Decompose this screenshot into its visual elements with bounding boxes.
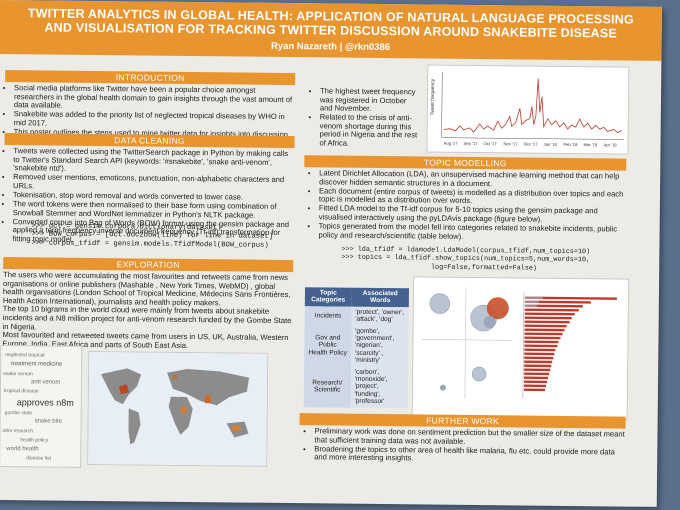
word-cloud-term: snake venom [3, 371, 33, 378]
table-cell: Research/ Scientific [303, 365, 351, 408]
table-cell: 'carbon', 'monoxide', 'project', 'fundin… [350, 366, 409, 408]
data-cleaning-code: >>> dct = gensim.corpora.Dictionary(data… [31, 222, 273, 250]
timeseries-tick: Sep '17 [463, 141, 478, 146]
table-header: Topic Categories [304, 287, 352, 307]
table-row: Gov and Public Health Policy 'gombe', 'g… [304, 324, 409, 367]
word-cloud-term: snake bite [34, 418, 62, 425]
word-cloud-term: approves n8m [16, 397, 74, 408]
ldavis-image [411, 276, 630, 421]
further-work-text: Preliminary work was done on sentiment p… [305, 426, 627, 466]
time-series-chart-image: Tweet frequency Aug '17 Sep '17 Oct '17 … [426, 64, 630, 155]
table-row: Research/ Scientific 'carbon', 'monoxide… [303, 365, 409, 408]
word-cloud-term: tropical disease [3, 388, 39, 395]
timeseries-tick: Nov '17 [503, 141, 518, 146]
poster: TWITTER ANALYTICS IN GLOBAL HEALTH: APPL… [0, 0, 662, 507]
timeseries-tick: Mar '18 [583, 142, 598, 147]
table-header: Associated Words [351, 287, 410, 308]
code-line: >>> corpus_tfidf = gensim.models.TfidfMo… [31, 239, 269, 250]
timeseries-tick: Apr '18 [603, 142, 617, 147]
further-work-bullet: Broadening the topics to other area of h… [314, 444, 627, 465]
timeseries-tick: Oct '17 [483, 141, 497, 146]
timeseries-ylabel: Tweet frequency [430, 78, 436, 115]
word-cloud-term: treatment medicine [11, 361, 63, 368]
timeseries-tick: Dec '17 [523, 141, 538, 146]
table-row: Incidents 'protect', 'owner', 'attack', … [304, 306, 409, 326]
topic-modelling-bullet: Topics generated from the model fell int… [319, 221, 628, 242]
timeseries-bullet: The highest tweet frequency was register… [320, 86, 421, 114]
topic-categories-table: Topic Categories Associated Words Incide… [303, 287, 410, 408]
exploration-paragraph: The users who were accumulating the most… [2, 270, 291, 308]
table-cell: Gov and Public Health Policy [304, 324, 352, 367]
word-cloud-term: world health [6, 446, 39, 453]
timeseries-text: The highest tweet frequency was register… [310, 86, 421, 149]
word-cloud-term: neglected tropical [5, 352, 45, 359]
topic-modelling-text: Latent Dirichlet Allocation (LDA), an un… [310, 168, 629, 243]
exploration-text: The users who were accumulating the most… [2, 270, 295, 351]
timeseries-tick: Aug '17 [443, 141, 458, 146]
poster-author: Ryan Nazareth | @rkn0386 [270, 40, 391, 54]
time-series-svg: Tweet frequency Aug '17 Sep '17 Oct '17 … [430, 71, 624, 147]
word-cloud-term: disease list [26, 455, 51, 462]
world-map-image [87, 350, 269, 467]
topic-modelling-code: >>> lda_tfidf = ldamodel.LdaModel(corpus… [341, 246, 590, 274]
timeseries-bullet: Related to the crisis of anti-venom shor… [319, 113, 420, 149]
world-map-svg [88, 351, 268, 466]
table-cell: 'gombe', 'government', 'nigerian', 'scar… [350, 325, 409, 367]
table-cell: Incidents [304, 306, 352, 326]
word-cloud-term: gombe state [4, 410, 33, 417]
title-banner: TWITTER ANALYTICS IN GLOBAL HEALTH: APPL… [0, 0, 662, 61]
timeseries-tick: Feb '18 [563, 142, 578, 147]
timeseries-tick: Jan '18 [543, 142, 557, 147]
introduction-bullet: Social media platforms like Twitter have… [14, 83, 297, 113]
word-cloud-term: health policy [20, 437, 49, 444]
word-cloud-term: n8m research [2, 428, 34, 435]
word-cloud-image: neglected tropical treatment medicine sn… [0, 345, 83, 468]
word-cloud-term: anti venom [30, 379, 61, 386]
table-cell: 'protect', 'owner', 'attack', 'dog' [351, 306, 409, 326]
ldavis-svg [421, 287, 617, 399]
data-cleaning-bullet: Tweets were collected using the TwitterS… [13, 146, 296, 176]
